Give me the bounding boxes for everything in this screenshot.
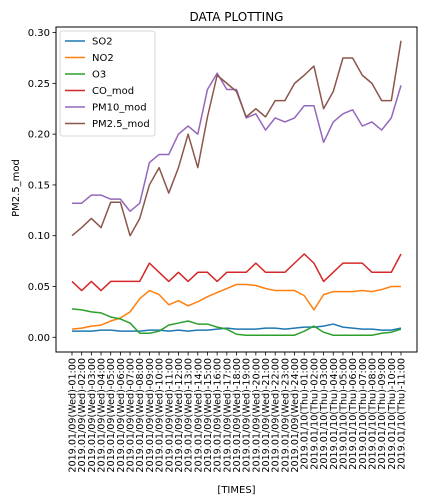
y-tick-label: 0.15 (28, 180, 50, 191)
x-tick-label: 2019.01/09(Wed)-06:00 (116, 358, 127, 473)
x-tick-label: 2019.01/10(Thu)-09:00 (377, 358, 388, 470)
x-tick-label: 2019.01/10(Thu)-03:00 (319, 358, 330, 470)
x-tick-label: 2019.01/09(Wed)-16:00 (213, 358, 224, 473)
x-tick-label: 2019.01/09(Wed)-22:00 (271, 358, 282, 473)
x-tick-label: 2019.01/09(Wed)-11:00 (164, 358, 175, 473)
y-tick-label: 0.30 (28, 28, 50, 39)
x-tick-label: 2019.01/09(Wed)-24:00 (290, 358, 301, 473)
x-tick-label: 2019.01/10(Thu)-04:00 (329, 358, 340, 470)
x-tick-label: 2019.01/09(Wed)-03:00 (87, 358, 98, 473)
x-tick-label: 2019.01/10(Thu)-01:00 (300, 358, 311, 470)
series-line-3 (71, 253, 402, 292)
x-tick-label: 2019.01/09(Wed)-05:00 (106, 358, 117, 473)
x-tick-label: 2019.01/09(Wed)-19:00 (242, 358, 253, 473)
plot-lines (71, 40, 402, 336)
y-tick-label: 0.10 (28, 231, 50, 242)
x-tick-label: 2019.01/10(Thu)-11:00 (397, 358, 408, 470)
x-tick-label: 2019.01/09(Wed)-09:00 (145, 358, 156, 473)
x-tick-label: 2019.01/09(Wed)-07:00 (126, 358, 137, 473)
y-tick-label: 0.20 (28, 130, 50, 141)
x-tick-label: 2019.01/09(Wed)-21:00 (261, 358, 272, 473)
x-tick-label: 2019.01/10(Thu)-07:00 (358, 358, 369, 470)
x-axis-ticks: 2019.01/09(Wed)-01:002019.01/09(Wed)-02:… (68, 352, 408, 473)
x-tick-label: 2019.01/09(Wed)-17:00 (222, 358, 233, 473)
x-tick-label: 2019.01/09(Wed)-13:00 (184, 358, 195, 473)
x-tick-label: 2019.01/09(Wed)-14:00 (193, 358, 204, 473)
legend-label: O3 (92, 70, 106, 81)
legend: SO2 NO2 O3 CO_mod PM10_mod PM2.5_mod (59, 30, 156, 137)
x-tick-label: 2019.01/09(Wed)-20:00 (251, 358, 262, 473)
y-axis-ticks: 0.00 0.05 0.10 0.15 0.20 0.25 0.30 (28, 28, 56, 344)
y-axis-label: PM2.5_mod (11, 159, 22, 217)
x-tick-label: 2019.01/09(Wed)-15:00 (203, 358, 214, 473)
chart-title: DATA PLOTTING (190, 10, 284, 24)
y-tick-label: 0.00 (28, 333, 50, 344)
series-line-2 (71, 308, 402, 336)
y-tick-label: 0.05 (28, 282, 50, 293)
legend-label: SO2 (92, 37, 113, 48)
x-tick-label: 2019.01/10(Thu)-02:00 (309, 358, 320, 470)
legend-label: PM2.5_mod (92, 119, 150, 130)
series-line-4 (72, 72, 402, 213)
plot-area-frame (55, 26, 418, 353)
x-tick-label: 2019.01/09(Wed)-02:00 (77, 358, 88, 473)
x-tick-label: 2019.01/10(Thu)-08:00 (367, 358, 378, 470)
x-tick-label: 2019.01/10(Thu)-10:00 (387, 358, 398, 470)
x-tick-label: 2019.01/09(Wed)-04:00 (97, 358, 108, 473)
x-tick-label: 2019.01/09(Wed)-12:00 (174, 358, 185, 473)
x-tick-label: 2019.01/09(Wed)-18:00 (232, 358, 243, 473)
x-tick-label: 2019.01/09(Wed)-08:00 (135, 358, 146, 473)
x-tick-label: 2019.01/09(Wed)-01:00 (68, 358, 79, 473)
series-line-1 (71, 283, 401, 330)
y-tick-label: 0.25 (28, 79, 50, 90)
legend-label: CO_mod (92, 86, 134, 97)
legend-label: PM10_mod (92, 103, 147, 114)
series-line-0 (72, 323, 402, 332)
x-tick-label: 2019.01/10(Thu)-06:00 (348, 358, 359, 470)
x-axis-label: [TIMES] (217, 485, 255, 496)
x-tick-label: 2019.01/09(Wed)-10:00 (155, 358, 166, 473)
x-tick-label: 2019.01/09(Wed)-23:00 (280, 358, 291, 473)
series-line-5 (71, 40, 402, 237)
legend-label: NO2 (92, 53, 114, 64)
x-tick-label: 2019.01/10(Thu)-05:00 (338, 358, 349, 470)
